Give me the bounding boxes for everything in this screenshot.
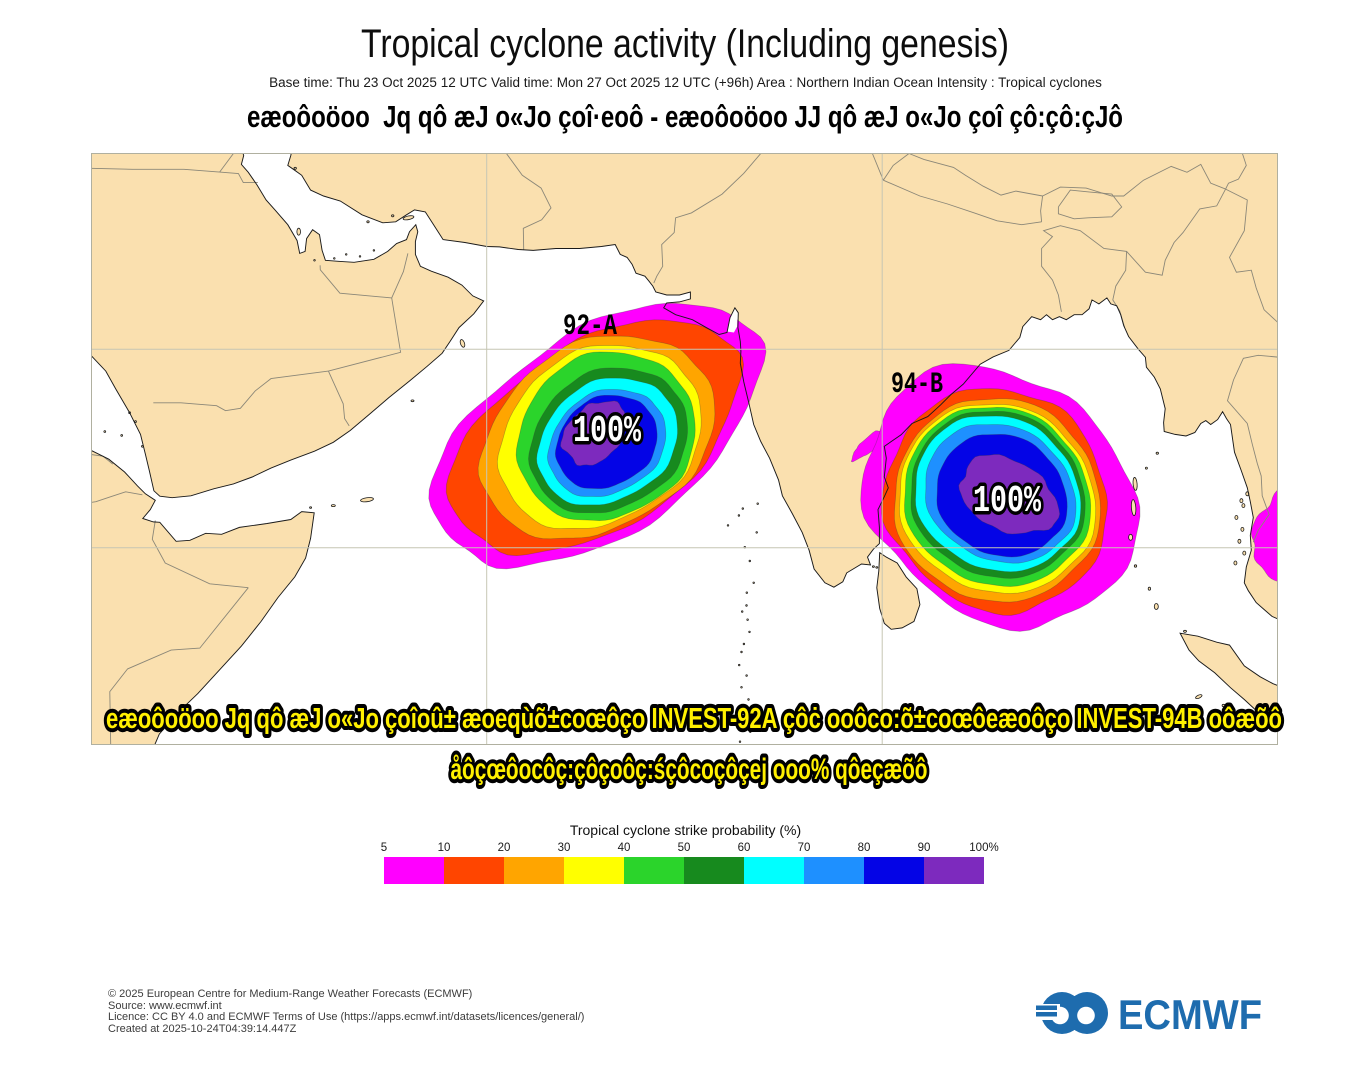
svg-text:5: 5 xyxy=(381,842,387,854)
svg-text:30: 30 xyxy=(558,842,571,854)
svg-text:70: 70 xyxy=(798,842,811,854)
svg-text:94-B: 94-B xyxy=(891,368,943,402)
svg-text:ECMWF: ECMWF xyxy=(1118,991,1262,1036)
svg-text:80: 80 xyxy=(858,842,871,854)
svg-text:100%: 100% xyxy=(973,480,1041,523)
svg-text:92-A: 92-A xyxy=(563,310,617,344)
svg-text:åôçœôocôç:çôçoôç:śçôcoçôçej oo: åôçœôocôç:çôçoôç:śçôcoçôçej ooo% qôeçæõô xyxy=(451,753,928,786)
svg-text:60: 60 xyxy=(738,842,751,854)
svg-text:Tropical cyclone activity (Inc: Tropical cyclone activity (Including gen… xyxy=(361,22,1009,66)
svg-text:eæoôoöoo Jq qô æJ o«Jo çoî·eo: eæoôoöoo Jq qô æJ o«Jo çoî·eoô - eæoôoöo… xyxy=(247,99,1123,134)
svg-text:90: 90 xyxy=(918,842,931,854)
svg-text:20: 20 xyxy=(498,842,511,854)
svg-text:100%: 100% xyxy=(573,410,641,453)
svg-text:10: 10 xyxy=(438,842,451,854)
svg-text:100%: 100% xyxy=(969,842,998,854)
svg-text:eæoôoöoo Jq qô æJ o«Jo çoîoû±: eæoôoöoo Jq qô æJ o«Jo çoîoû± æoeqùõ±coœ… xyxy=(106,703,1282,735)
svg-text:40: 40 xyxy=(618,842,631,854)
svg-text:50: 50 xyxy=(678,842,691,854)
